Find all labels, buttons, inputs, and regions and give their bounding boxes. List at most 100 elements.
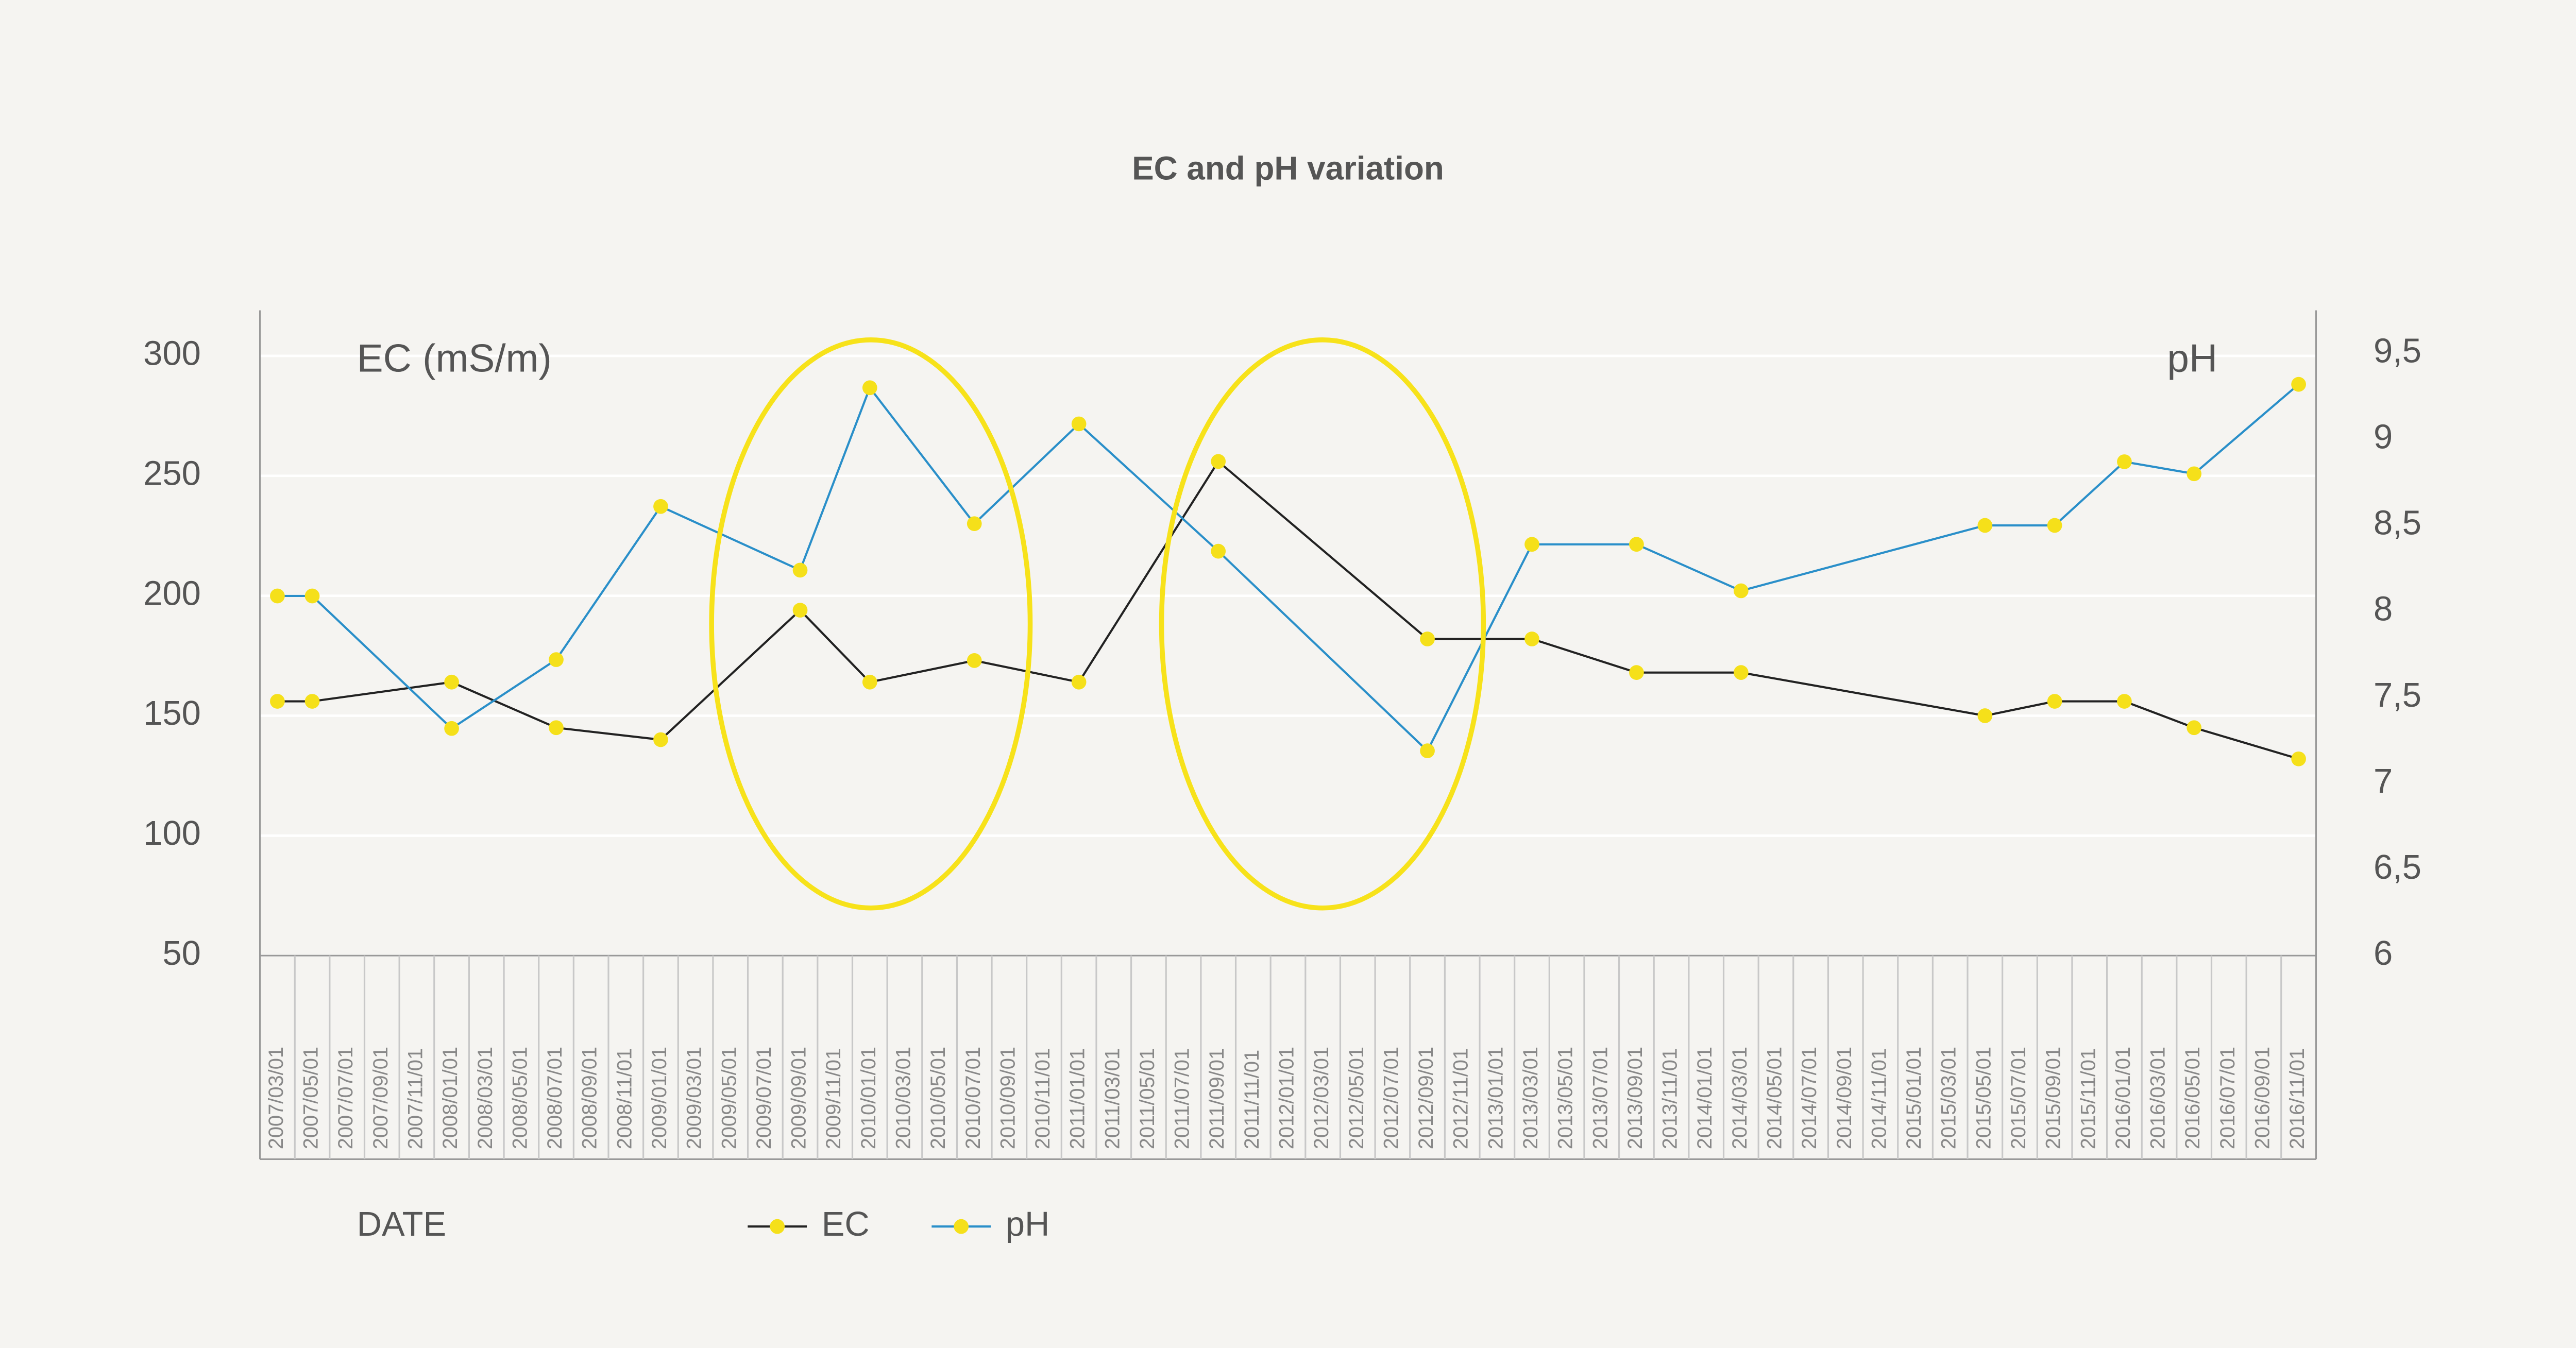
x-tick-label: 2009/03/01 — [683, 1047, 706, 1149]
data-point — [270, 588, 285, 604]
data-point — [1977, 518, 1993, 533]
data-point — [1524, 537, 1539, 552]
x-tick-label: 2011/03/01 — [1101, 1048, 1124, 1149]
y2-tick-label: 9 — [2374, 418, 2393, 456]
data-point — [2117, 454, 2132, 469]
x-tick-label: 2014/03/01 — [1728, 1047, 1751, 1149]
y2-tick-label: 7,5 — [2374, 676, 2421, 714]
x-tick-label: 2012/11/01 — [1450, 1048, 1472, 1149]
chart-title: EC and pH variation — [1132, 149, 1444, 186]
x-tick-label: 2014/05/01 — [1764, 1047, 1786, 1149]
data-point — [967, 516, 982, 532]
x-tick-label: 2014/11/01 — [1868, 1048, 1890, 1149]
x-tick-label: 2012/01/01 — [1276, 1047, 1298, 1149]
data-point — [549, 720, 564, 736]
x-tick-label: 2007/03/01 — [265, 1047, 287, 1149]
data-point — [444, 674, 459, 690]
y-tick-label: 100 — [143, 814, 201, 852]
x-tick-label: 2012/09/01 — [1415, 1047, 1437, 1149]
x-tick-label: 2011/11/01 — [1241, 1050, 1263, 1149]
plot: 50 100 150 200 250 300 6 6,5 7 7,5 8 8,5 9 9,5 2007/03… — [143, 310, 2421, 1243]
legend-label: EC — [822, 1205, 870, 1243]
data-point — [2047, 518, 2062, 533]
data-point — [2187, 720, 2202, 736]
x-tick-label: 2016/11/01 — [2286, 1048, 2309, 1149]
x-tick-label: 2010/05/01 — [927, 1047, 950, 1149]
x-tick-label: 2010/01/01 — [857, 1047, 880, 1149]
x-tick-label: 2008/03/01 — [474, 1047, 497, 1149]
x-tick-label: 2015/09/01 — [2042, 1047, 2065, 1149]
x-tick-label: 2012/05/01 — [1345, 1047, 1368, 1149]
data-point — [1420, 743, 1435, 758]
data-point — [1733, 583, 1749, 599]
legend-marker — [770, 1219, 785, 1234]
data-point — [862, 674, 877, 690]
x-tick-label: 2016/01/01 — [2112, 1047, 2134, 1149]
y-tick-label: 50 — [162, 934, 200, 972]
data-point — [1420, 632, 1435, 646]
x-tick-label: 2016/09/01 — [2251, 1047, 2274, 1149]
x-tick-label: 2011/01/01 — [1066, 1048, 1089, 1149]
x-tick-label: 2008/11/01 — [613, 1048, 636, 1149]
data-point — [304, 694, 320, 709]
x-tick-label: 2015/01/01 — [1903, 1047, 1925, 1149]
legend-marker — [954, 1219, 969, 1234]
x-tick-label: 2014/07/01 — [1798, 1047, 1821, 1149]
x-tick-label: 2014/01/01 — [1693, 1047, 1716, 1149]
data-point — [2047, 694, 2062, 709]
data-point — [304, 588, 320, 604]
x-tick-label: 2007/11/01 — [404, 1048, 427, 1149]
x-tick-label: 2010/11/01 — [1031, 1048, 1054, 1149]
data-point — [549, 652, 564, 667]
y2-tick-label: 6,5 — [2374, 848, 2421, 886]
x-tick-label: 2010/03/01 — [892, 1047, 914, 1149]
legend-label: pH — [1006, 1205, 1050, 1243]
x-tick-label: 2008/05/01 — [509, 1047, 531, 1149]
x-tick-label: 2008/09/01 — [579, 1047, 601, 1149]
y-axis-label: EC (mS/m) — [357, 336, 552, 380]
x-tick-label: 2012/07/01 — [1380, 1047, 1402, 1149]
y2-tick-label: 7 — [2374, 762, 2393, 800]
y2-tick-label: 9,5 — [2374, 332, 2421, 370]
x-tick-label: 2016/05/01 — [2181, 1047, 2204, 1149]
x-tick-label: 2009/11/01 — [822, 1048, 845, 1149]
x-tick-label: 2009/01/01 — [648, 1047, 671, 1149]
x-tick-label: 2013/09/01 — [1624, 1047, 1647, 1149]
x-axis-label: DATE — [357, 1205, 447, 1243]
y-tick-label: 300 — [143, 334, 201, 373]
data-point — [862, 380, 877, 396]
data-point — [792, 562, 808, 578]
x-tick-label: 2012/03/01 — [1310, 1047, 1333, 1149]
data-point — [2117, 694, 2132, 709]
highlight-ellipse — [709, 337, 1033, 911]
x-tick-label: 2015/05/01 — [1972, 1047, 1995, 1149]
x-tick-label: 2013/01/01 — [1484, 1047, 1507, 1149]
x-tick-label: 2016/03/01 — [2147, 1047, 2170, 1149]
x-tick-label: 2010/09/01 — [996, 1047, 1019, 1149]
x-tick-label: 2010/07/01 — [962, 1047, 985, 1149]
x-tick-label: 2007/09/01 — [369, 1047, 392, 1149]
x-tick-label: 2011/05/01 — [1136, 1048, 1159, 1149]
x-tick-label: 2013/07/01 — [1589, 1047, 1612, 1149]
x-tick-label: 2013/11/01 — [1659, 1048, 1682, 1149]
x-tick-label: 2015/03/01 — [1938, 1047, 1960, 1149]
data-point — [1629, 665, 1644, 680]
x-tick-label: 2013/03/01 — [1519, 1047, 1542, 1149]
data-point — [1524, 632, 1539, 646]
x-tick-label: 2013/05/01 — [1554, 1047, 1577, 1149]
data-point — [1629, 537, 1644, 552]
y-tick-label: 150 — [143, 694, 201, 732]
data-point — [1211, 454, 1226, 469]
highlight-ellipse — [1159, 337, 1486, 911]
data-point — [653, 499, 668, 514]
data-point — [967, 653, 982, 668]
x-tick-label: 2009/05/01 — [718, 1047, 740, 1149]
data-point — [1211, 543, 1226, 559]
x-tick-label: 2014/09/01 — [1833, 1047, 1856, 1149]
data-point — [2291, 751, 2306, 766]
y-tick-label: 200 — [143, 574, 201, 612]
data-point — [1071, 416, 1087, 432]
x-tick-label: 2015/07/01 — [2007, 1047, 2030, 1149]
x-tick-label: 2008/01/01 — [439, 1047, 462, 1149]
